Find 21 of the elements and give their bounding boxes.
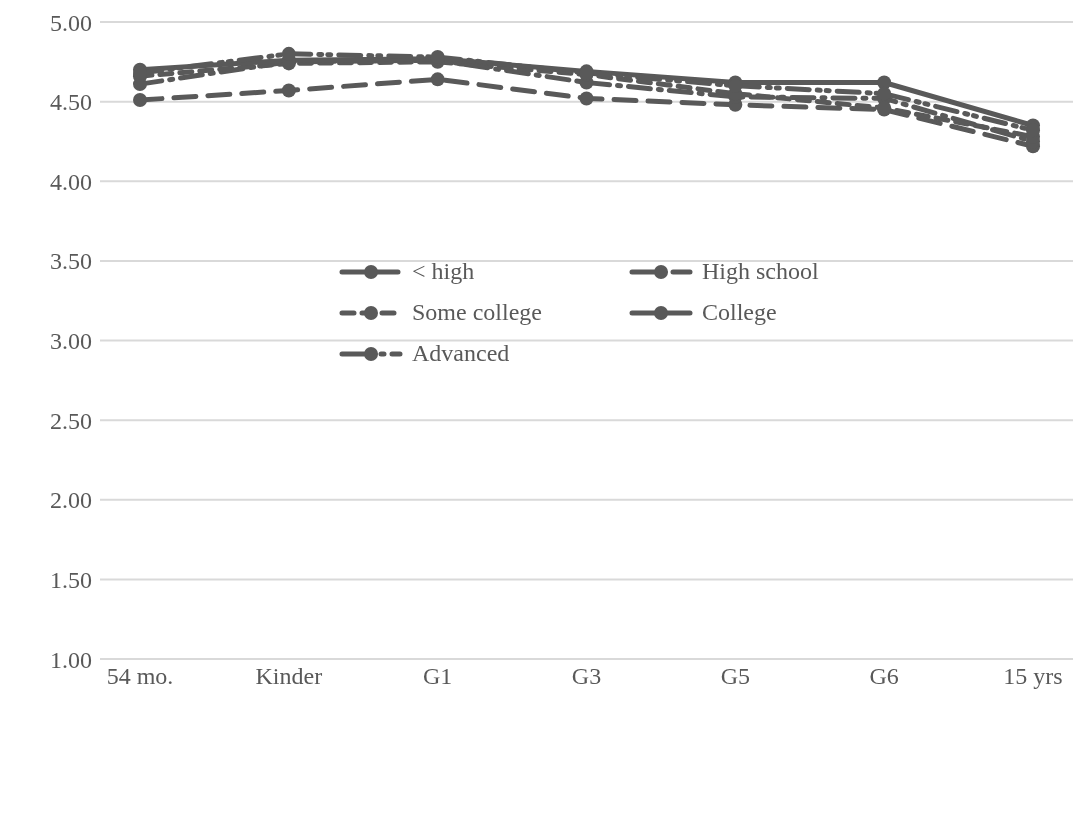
x-tick-label: Kinder	[255, 663, 323, 690]
y-tick-label: 3.00	[50, 328, 92, 355]
legend-label: College	[702, 299, 777, 326]
x-tick-label: G5	[720, 663, 751, 690]
y-tick-label: 1.00	[50, 646, 92, 673]
legend-label: High school	[702, 258, 819, 285]
y-tick-label: 1.50	[50, 566, 92, 593]
x-tick-label: G6	[869, 663, 899, 690]
y-tick-label: 4.50	[50, 89, 92, 116]
legend-label: < high	[412, 258, 475, 285]
legend-label: Some college	[412, 299, 542, 326]
y-tick-label: 4.00	[50, 168, 92, 195]
x-tick-label: G3	[571, 663, 602, 690]
y-tick-label: 3.50	[50, 248, 92, 275]
x-tick-label: 54 mo.	[106, 663, 174, 690]
y-tick-label: 2.50	[50, 407, 92, 434]
y-tick-label: 2.00	[50, 487, 92, 514]
legend-label: Advanced	[412, 340, 510, 367]
x-tick-label: G1	[422, 663, 453, 690]
y-tick-label: 5.00	[50, 9, 92, 36]
x-tick-label: 15 yrs	[1003, 663, 1063, 690]
